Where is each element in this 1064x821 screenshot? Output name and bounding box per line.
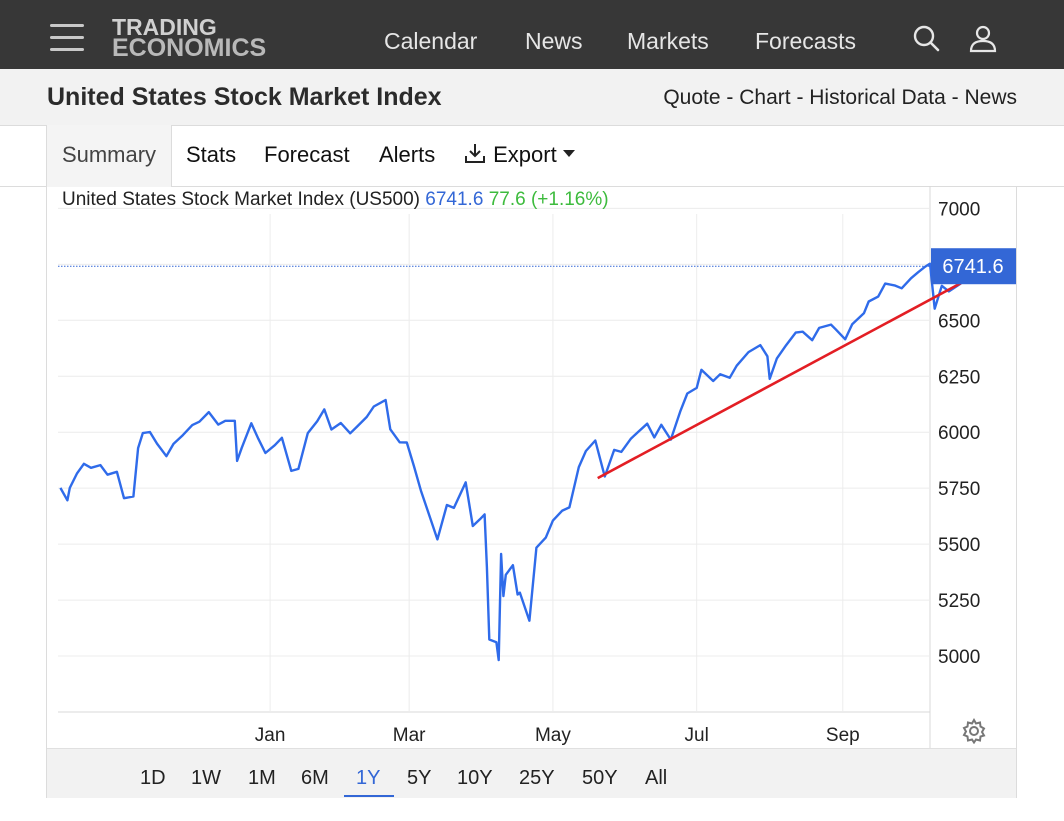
x-tick-label: Jul <box>685 725 709 746</box>
range-1y[interactable]: 1Y <box>356 767 381 789</box>
nav-forecasts[interactable]: Forecasts <box>755 28 856 54</box>
x-tick-label: May <box>535 725 571 746</box>
range-50y[interactable]: 50Y <box>582 767 618 789</box>
legend-series-name: United States Stock Market Index (US500) <box>62 189 420 210</box>
chart-overlay: 6741.6 <box>58 248 1016 285</box>
range-all[interactable]: All <box>645 767 668 789</box>
active-range-indicator <box>344 795 394 797</box>
menu-icon[interactable] <box>50 24 84 52</box>
separator: - <box>796 86 810 109</box>
y-tick-label: 5250 <box>938 591 980 612</box>
chart-grid <box>58 186 931 748</box>
caret-down-icon <box>562 150 575 157</box>
x-tick-label: Mar <box>393 725 426 746</box>
x-tick-label: Sep <box>826 725 860 746</box>
range-selector: 1D 1W 1M 6M 1Y 5Y 10Y 25Y 50Y All <box>47 748 1016 798</box>
nav-news[interactable]: News <box>525 28 583 54</box>
tabs-bar: Summary Stats Forecast Alerts Export <box>0 125 1064 187</box>
range-1d[interactable]: 1D <box>140 767 166 789</box>
link-historical-data[interactable]: Historical Data <box>809 86 946 109</box>
legend-change: 77.6 <box>488 189 526 210</box>
last-value-marker <box>931 248 1016 285</box>
chart-legend: United States Stock Market Index (US500)… <box>62 189 609 211</box>
nav-calendar[interactable]: Calendar <box>384 28 478 54</box>
tab-alerts[interactable]: Alerts <box>379 142 436 167</box>
sub-header: United States Stock Market Index Quote -… <box>0 69 1064 126</box>
legend-last-value: 6741.6 <box>425 189 484 210</box>
nav-markets[interactable]: Markets <box>627 28 709 54</box>
range-5y[interactable]: 5Y <box>407 767 432 789</box>
logo-line1: TRADING <box>112 14 217 40</box>
legend-change-pct: (+1.16%) <box>530 189 609 210</box>
range-1m[interactable]: 1M <box>248 767 276 789</box>
range-10y[interactable]: 10Y <box>457 767 493 789</box>
tab-export-label: Export <box>493 142 557 167</box>
logo-line2: ECONOMICS <box>112 34 267 62</box>
y-tick-label: 6250 <box>938 367 980 388</box>
link-news[interactable]: News <box>964 86 1017 109</box>
y-tick-label: 7000 <box>938 199 980 220</box>
gear-icon[interactable] <box>961 718 987 744</box>
search-icon[interactable] <box>912 24 942 54</box>
y-axis-ticks: 5000 5250 5500 5750 6000 6250 6500 7000 <box>938 199 980 668</box>
tab-export[interactable]: Export <box>463 125 575 186</box>
tab-forecast[interactable]: Forecast <box>264 142 350 167</box>
logo[interactable]: TRADING ECONOMICS <box>112 14 267 62</box>
download-icon <box>465 144 485 163</box>
link-chart[interactable]: Chart <box>739 86 791 109</box>
separator: - <box>726 86 740 109</box>
top-bar: TRADING ECONOMICS Calendar News Markets … <box>0 0 1064 69</box>
y-tick-label: 5750 <box>938 479 980 500</box>
chart-series <box>59 262 978 662</box>
y-tick-label: 5500 <box>938 535 980 556</box>
separator: - <box>951 86 965 109</box>
last-value-label: 6741.6 <box>942 256 1003 278</box>
x-axis-ticks: Jan Mar May Jul Sep <box>255 725 860 746</box>
trend-line <box>597 273 978 480</box>
x-tick-label: Jan <box>255 725 286 746</box>
tab-stats[interactable]: Stats <box>186 142 237 167</box>
user-icon[interactable] <box>968 24 998 54</box>
page-sublinks: Quote - Chart - Historical Data - News <box>663 86 1017 110</box>
series-line-us500 <box>59 262 976 662</box>
link-quote[interactable]: Quote <box>663 86 721 109</box>
y-tick-label: 6000 <box>938 423 980 444</box>
range-6m[interactable]: 6M <box>301 767 329 789</box>
range-1w[interactable]: 1W <box>191 767 221 789</box>
tab-summary[interactable]: Summary <box>46 125 172 187</box>
y-tick-label: 6500 <box>938 311 980 332</box>
range-25y[interactable]: 25Y <box>519 767 555 789</box>
page-title: United States Stock Market Index <box>47 83 442 111</box>
y-tick-label: 5000 <box>938 647 980 668</box>
tab-summary-label: Summary <box>61 142 157 167</box>
